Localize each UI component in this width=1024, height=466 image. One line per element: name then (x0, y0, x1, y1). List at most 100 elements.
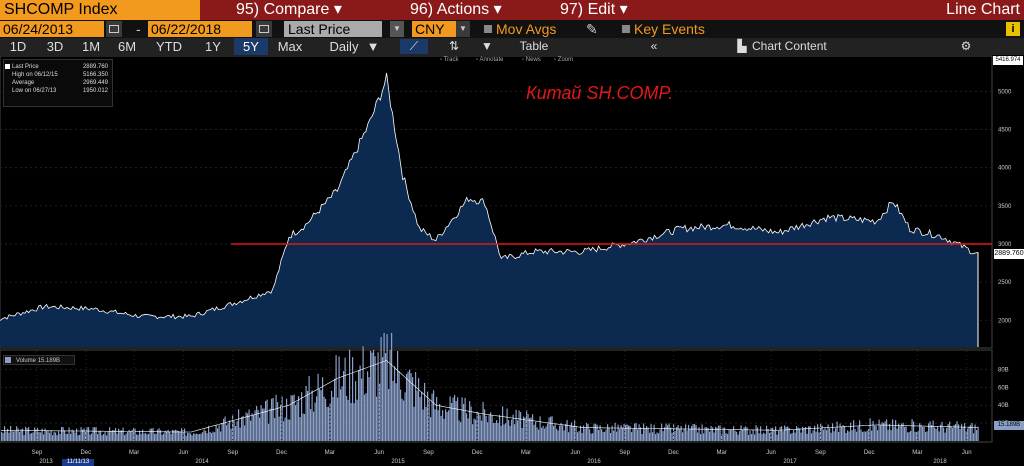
volume-bar (398, 371, 400, 441)
volume-bar (478, 413, 480, 441)
chevron-down-icon[interactable]: ▼ (481, 39, 493, 53)
volume-bar (29, 433, 31, 441)
chart-content-button[interactable]: Chart Content (752, 39, 827, 53)
volume-bar (913, 421, 915, 441)
key-events-label[interactable]: Key Events (634, 21, 705, 37)
volume-bar (23, 435, 25, 441)
volume-bar (725, 433, 727, 441)
volume-bar (578, 430, 580, 441)
volume-bar (145, 433, 147, 441)
volume-bar (56, 435, 58, 441)
volume-bar (889, 424, 891, 441)
volume-bar (685, 424, 687, 441)
edit-menu[interactable]: 97) Edit ▾ (560, 1, 628, 18)
table-button[interactable]: Table (519, 39, 549, 53)
x-tick-label: Jun (179, 450, 189, 456)
volume-bar (259, 417, 261, 441)
info-icon[interactable]: i (1006, 22, 1020, 36)
volume-bar (724, 427, 726, 441)
mov-avgs-label[interactable]: Mov Avgs (496, 21, 557, 37)
volume-bar (199, 434, 201, 441)
zoom-tool[interactable]: ▫ Zoom (554, 57, 574, 63)
price-tick-label: 4000 (998, 166, 1012, 172)
timeframe-6m[interactable]: 6M (117, 39, 137, 54)
volume-bar (758, 433, 760, 441)
volume-bar (872, 420, 874, 441)
track-tool[interactable]: ▫ Track (440, 57, 459, 63)
frequency-select[interactable]: Daily (329, 39, 359, 54)
price-volume-chart[interactable]: 200025003000350040004500500020B40B60B80B… (0, 55, 1024, 466)
volume-bar (767, 429, 769, 441)
field-select[interactable]: Last Price (284, 21, 382, 37)
volume-bar (305, 385, 307, 441)
volume-bar (430, 417, 432, 441)
volume-bar (719, 425, 721, 441)
volume-bar (881, 422, 883, 441)
volume-bar (190, 433, 192, 441)
volume-bar (34, 427, 36, 441)
key-events-checkbox[interactable] (622, 25, 630, 33)
timeframe-1d[interactable]: 1D (9, 39, 27, 54)
volume-bar (344, 357, 346, 441)
volume-bar (887, 429, 889, 441)
volume-bar (790, 433, 792, 441)
volume-bar (37, 427, 39, 441)
timeframe-3d[interactable]: 3D (46, 39, 64, 54)
collapse-icon[interactable]: « (650, 39, 658, 53)
compare-menu[interactable]: 95) Compare ▾ (236, 1, 342, 18)
volume-bar (644, 428, 646, 441)
timeframe-max[interactable]: Max (277, 39, 303, 54)
volume-bar (223, 418, 225, 441)
calendar-icon[interactable] (256, 21, 272, 37)
volume-bar (973, 433, 975, 441)
volume-bar (295, 405, 297, 441)
x-tick-label: Mar (325, 450, 335, 456)
line-chart-icon[interactable]: ⟋ (400, 39, 428, 54)
volume-bar (586, 422, 588, 441)
volume-bar (167, 429, 169, 441)
volume-bar (244, 425, 246, 441)
chevron-down-icon[interactable]: ▼ (456, 21, 470, 37)
volume-bar (341, 386, 343, 441)
actions-menu[interactable]: 96) Actions ▾ (410, 1, 502, 18)
mov-avgs-checkbox[interactable] (484, 25, 492, 33)
volume-bar (362, 346, 364, 441)
volume-bar (709, 431, 711, 441)
volume-bar (161, 434, 163, 441)
volume-bar (22, 428, 24, 441)
ticker-field[interactable]: SHCOMP Index (0, 0, 200, 20)
gear-icon[interactable]: ⚙ (960, 39, 972, 53)
timeframe-ytd[interactable]: YTD (156, 39, 182, 54)
chevron-down-icon[interactable]: ▼ (390, 21, 404, 37)
calendar-icon[interactable] (106, 21, 122, 37)
volume-bar (404, 392, 406, 441)
volume-bar (281, 396, 283, 441)
currency-select[interactable]: CNY (412, 21, 458, 37)
x-tick-label: Mar (521, 450, 531, 456)
volume-bar (542, 425, 544, 441)
timeframe-1m[interactable]: 1M (81, 39, 101, 54)
pencil-icon[interactable]: ✎ (586, 21, 598, 37)
volume-bar (355, 381, 357, 441)
volume-bar (64, 430, 66, 441)
end-date-field[interactable]: 06/22/2018 (148, 21, 252, 37)
date-separator: - (136, 21, 141, 37)
last-price-label: 2889.760 (994, 249, 1024, 259)
news-tool[interactable]: ▫ News (522, 57, 541, 63)
start-date-field[interactable]: 06/24/2013 (0, 21, 104, 37)
timeframe-1y[interactable]: 1Y (205, 39, 221, 54)
chart-area[interactable]: 200025003000350040004500500020B40B60B80B… (0, 55, 1024, 466)
volume-bar (77, 435, 79, 441)
volume-bar (458, 420, 460, 441)
timeframe-5y[interactable]: 5Y (234, 38, 268, 55)
chevron-down-icon[interactable]: ▼ (366, 39, 380, 54)
chart-type-icon[interactable]: ⇅ (448, 39, 460, 53)
volume-bar (130, 431, 132, 441)
annotate-tool[interactable]: ▫ Annotate (476, 57, 504, 63)
volume-bar (668, 423, 670, 441)
volume-bar (338, 356, 340, 441)
volume-panel-frame (0, 349, 993, 443)
volume-bar (157, 429, 159, 441)
volume-bar (317, 373, 319, 441)
chart-content-icon[interactable]: ▙ (737, 39, 747, 53)
